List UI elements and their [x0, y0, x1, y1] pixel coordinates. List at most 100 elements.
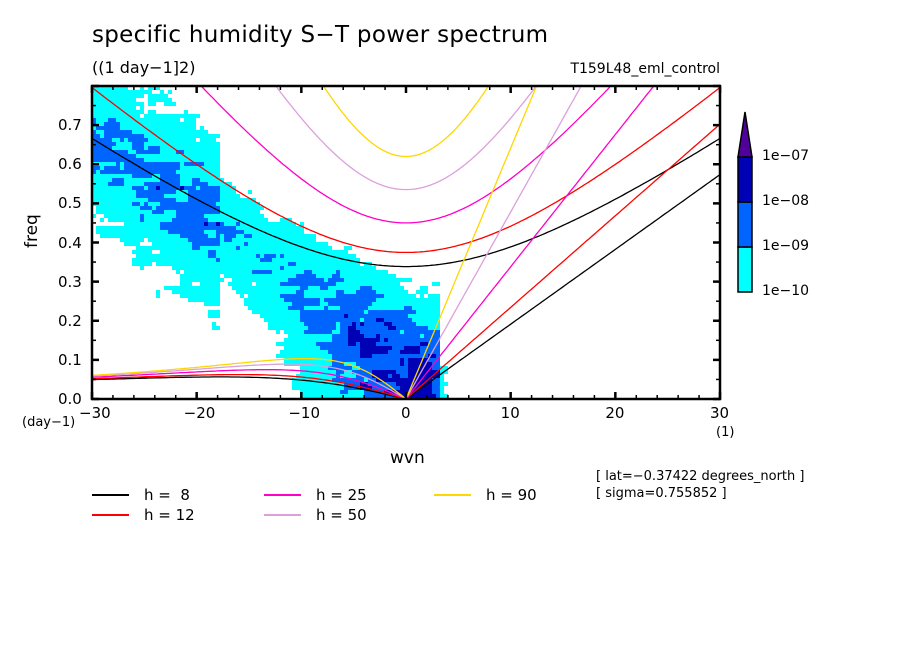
power-cell [264, 294, 268, 298]
power-cell [324, 294, 328, 298]
power-cell [252, 214, 256, 218]
power-cell [240, 246, 244, 250]
power-cell [308, 318, 312, 322]
power-cell [268, 286, 272, 290]
power-cell [252, 258, 256, 262]
power-cell [376, 350, 380, 354]
power-cell [424, 378, 428, 382]
power-cell [212, 282, 216, 286]
power-cell [364, 366, 368, 370]
power-cell [140, 258, 144, 262]
power-cell [328, 346, 332, 350]
power-cell [424, 286, 428, 290]
power-cell [368, 306, 372, 310]
power-cell [204, 190, 208, 194]
power-cell [376, 274, 380, 278]
power-cell [168, 102, 172, 106]
power-cell [108, 162, 112, 166]
power-cell [96, 174, 100, 178]
power-cell [212, 310, 216, 314]
power-cell [144, 198, 148, 202]
power-cell [408, 358, 412, 362]
power-cell [208, 262, 212, 266]
power-cell [356, 378, 360, 382]
power-cell [248, 242, 252, 246]
power-cell [156, 122, 160, 126]
power-cell [436, 370, 440, 374]
power-cell [160, 218, 164, 222]
power-cell [308, 250, 312, 254]
power-cell [380, 386, 384, 390]
power-cell [340, 274, 344, 278]
power-cell [256, 246, 260, 250]
power-cell [232, 270, 236, 274]
power-cell [208, 298, 212, 302]
power-cell [304, 310, 308, 314]
power-cell [388, 354, 392, 358]
power-cell [400, 374, 404, 378]
power-cell [304, 330, 308, 334]
power-cell [276, 282, 280, 286]
power-cell [340, 318, 344, 322]
power-cell [220, 206, 224, 210]
power-cell [420, 390, 424, 394]
power-cell [292, 230, 296, 234]
power-cell [388, 346, 392, 350]
colorbar-label: 1e−10 [762, 283, 810, 299]
power-cell [436, 366, 440, 370]
power-cell [412, 354, 416, 358]
power-cell [96, 194, 100, 198]
power-cell [380, 318, 384, 322]
power-cell [140, 250, 144, 254]
power-cell [188, 250, 192, 254]
power-cell [292, 262, 296, 266]
power-cell [196, 222, 200, 226]
power-cell [204, 290, 208, 294]
power-cell [108, 150, 112, 154]
power-cell [280, 226, 284, 230]
power-cell [420, 306, 424, 310]
power-cell [304, 314, 308, 318]
power-cell [264, 258, 268, 262]
power-cell [124, 154, 128, 158]
power-cell [120, 186, 124, 190]
power-cell [144, 230, 148, 234]
power-cell [288, 278, 292, 282]
power-cell [352, 258, 356, 262]
power-cell [100, 106, 104, 110]
power-cell [400, 330, 404, 334]
power-cell [120, 202, 124, 206]
power-cell [420, 334, 424, 338]
power-cell [336, 266, 340, 270]
power-cell [368, 326, 372, 330]
power-cell [320, 342, 324, 346]
power-cell [144, 254, 148, 258]
power-cell [344, 322, 348, 326]
power-cell [160, 254, 164, 258]
power-cell [216, 182, 220, 186]
x-tick-label: 10 [500, 404, 520, 422]
power-cell [360, 290, 364, 294]
power-cell [220, 226, 224, 230]
power-cell [312, 314, 316, 318]
power-cell [368, 386, 372, 390]
power-cell [428, 306, 432, 310]
power-cell [136, 130, 140, 134]
power-cell [112, 202, 116, 206]
power-cell [152, 182, 156, 186]
power-cell [216, 174, 220, 178]
power-cell [344, 334, 348, 338]
power-cell [164, 238, 168, 242]
power-cell [212, 290, 216, 294]
power-cell [376, 342, 380, 346]
power-cell [96, 150, 100, 154]
power-cell [308, 314, 312, 318]
power-cell [168, 138, 172, 142]
power-cell [160, 206, 164, 210]
power-cell [416, 302, 420, 306]
power-cell [304, 290, 308, 294]
power-cell [144, 118, 148, 122]
power-cell [156, 86, 160, 90]
power-cell [228, 190, 232, 194]
power-cell [364, 362, 368, 366]
